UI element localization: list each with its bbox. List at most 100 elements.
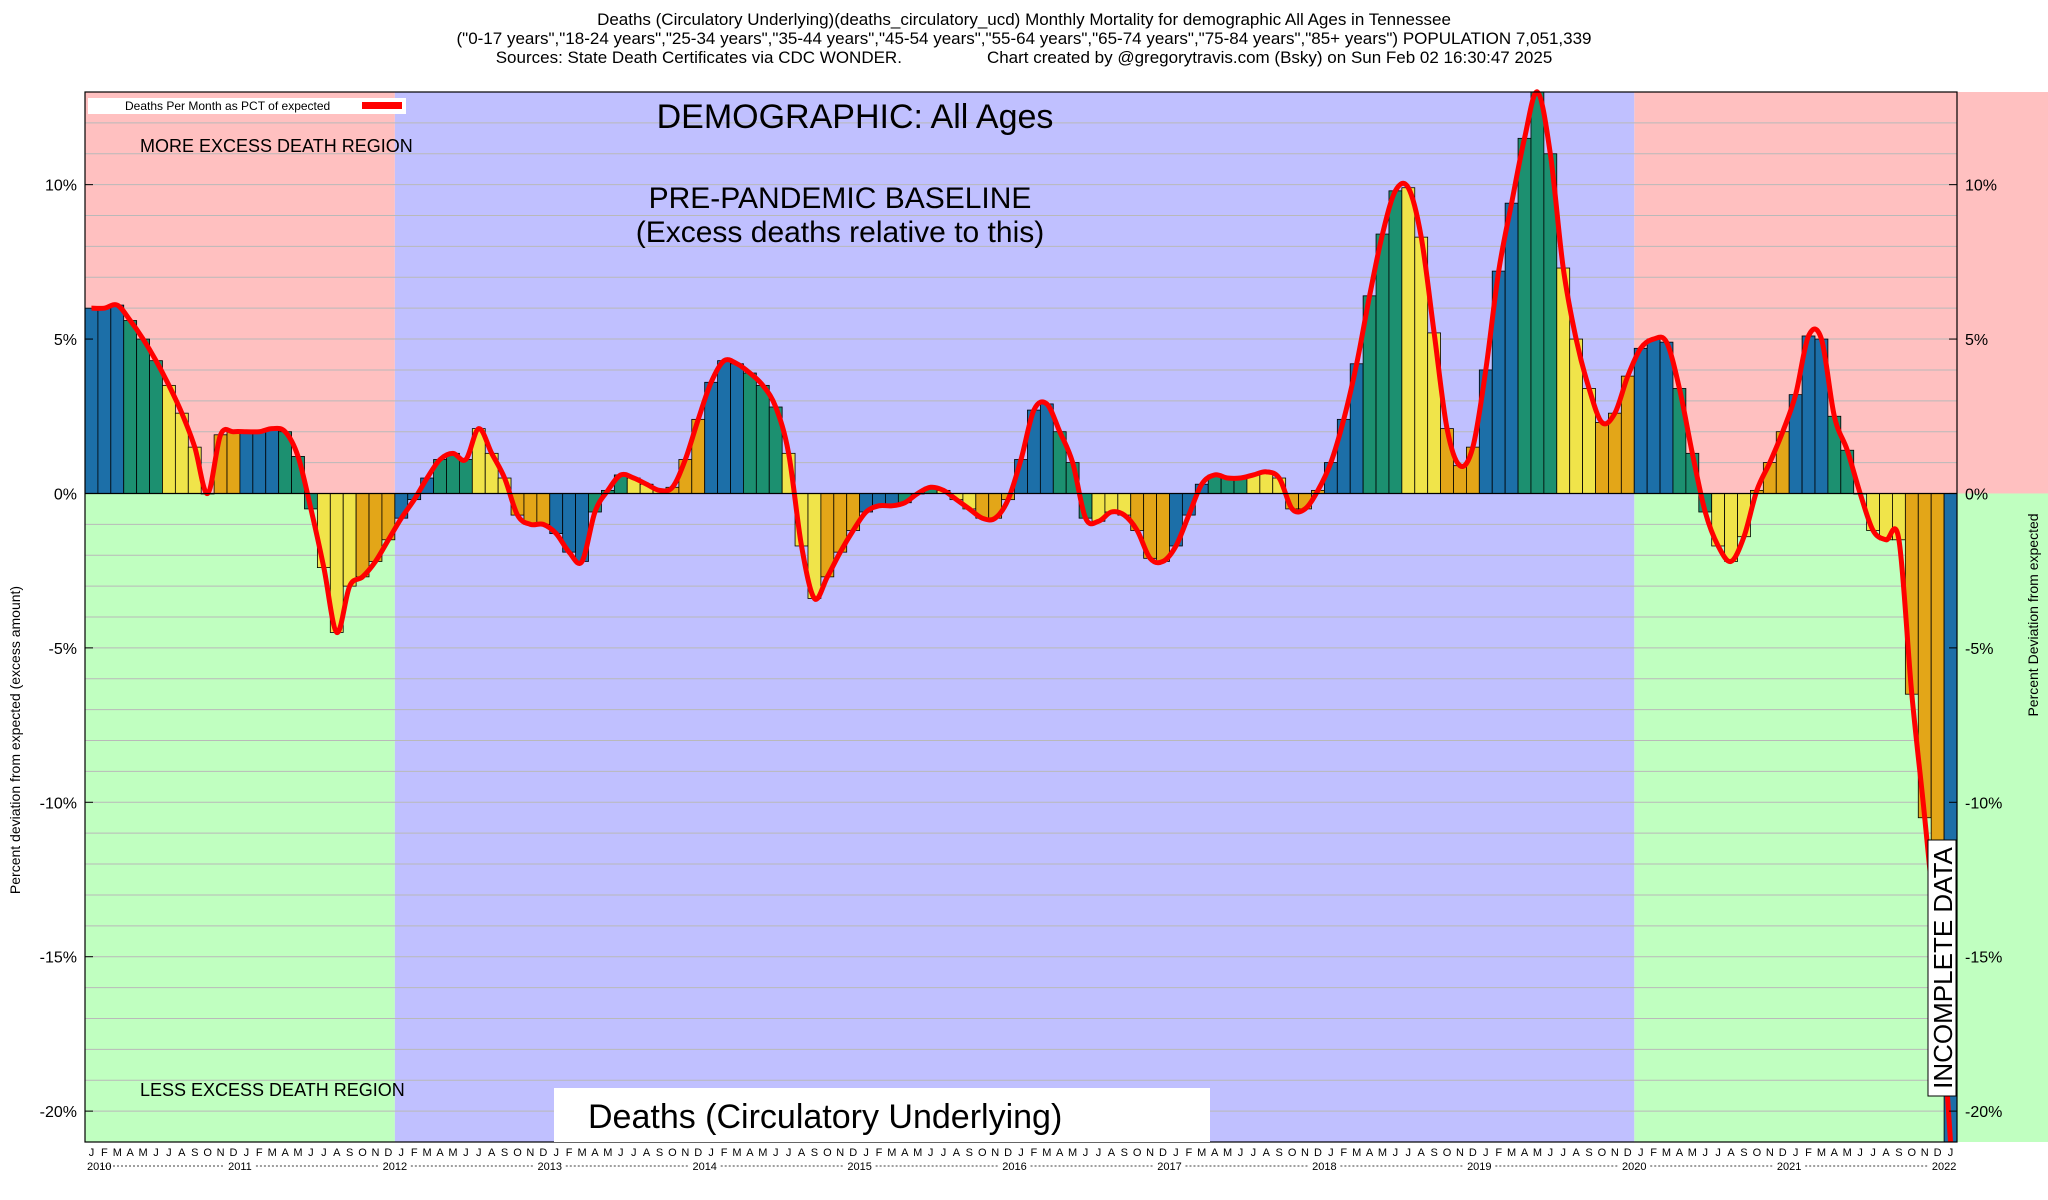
month-label: N	[1456, 1147, 1464, 1159]
month-label: J	[928, 1147, 934, 1159]
bar	[1633, 347, 1648, 494]
month-label: M	[448, 1147, 457, 1159]
month-label: J	[786, 1147, 792, 1159]
month-label: O	[1288, 1147, 1297, 1159]
bar	[743, 372, 757, 494]
year-label: 2020	[1622, 1161, 1646, 1173]
year-label: 2012	[383, 1161, 407, 1173]
y-tick-label-left: -15%	[40, 950, 77, 967]
month-label: D	[384, 1147, 392, 1159]
y-tick-label-right: -20%	[1965, 1104, 2002, 1121]
bar	[97, 307, 112, 494]
y-axis-label-right: Percent Deviation from expected	[2025, 513, 2041, 716]
month-label: D	[1469, 1147, 1477, 1159]
y-tick-label-right: 0%	[1965, 486, 1988, 503]
annotations: Deaths Per Month as PCT of expected DEMO…	[7, 98, 2041, 1142]
y-tick-label-left: 0%	[54, 486, 77, 503]
month-label: J	[1238, 1147, 1244, 1159]
month-label: J	[1702, 1147, 1708, 1159]
month-label: D	[1934, 1147, 1942, 1159]
chart-header: Deaths (Circulatory Underlying)(deaths_c…	[0, 10, 2048, 67]
bar	[1659, 341, 1674, 494]
month-label: J	[1251, 1147, 1257, 1159]
month-label: O	[358, 1147, 367, 1159]
month-label: A	[436, 1147, 444, 1159]
month-label: M	[913, 1147, 922, 1159]
month-label: N	[1611, 1147, 1619, 1159]
bar	[1504, 202, 1519, 494]
y-tick-label-right: -10%	[1965, 795, 2002, 812]
incomplete-data-label: INCOMPLETE DATA	[1928, 846, 1958, 1088]
month-label: F	[566, 1147, 573, 1159]
baseline-subtitle: (Excess deaths relative to this)	[636, 216, 1045, 249]
series-line-layer	[91, 89, 1954, 1143]
year-label: 2017	[1157, 1161, 1181, 1173]
less-excess-label: LESS EXCESS DEATH REGION	[140, 1080, 405, 1100]
month-label: N	[1301, 1147, 1309, 1159]
month-label: O	[1598, 1147, 1607, 1159]
month-label: J	[1870, 1147, 1876, 1159]
bar	[1375, 233, 1390, 494]
chart-title-line-2: ("0-17 years","18-24 years","25-34 years…	[456, 29, 1592, 48]
month-label: O	[1133, 1147, 1142, 1159]
year-label: 2022	[1932, 1161, 1956, 1173]
bar	[123, 320, 138, 494]
month-label: M	[732, 1147, 741, 1159]
month-label: A	[1263, 1147, 1271, 1159]
month-label: A	[1882, 1147, 1890, 1159]
month-label: J	[1638, 1147, 1644, 1159]
bar	[162, 384, 176, 494]
month-label: F	[1495, 1147, 1502, 1159]
month-label: N	[991, 1147, 999, 1159]
month-label: S	[1121, 1147, 1128, 1159]
year-label: 2021	[1777, 1161, 1801, 1173]
month-label: M	[1223, 1147, 1232, 1159]
y-tick-label-left: -20%	[40, 1104, 77, 1121]
y-tick-label-right: -15%	[1965, 950, 2002, 967]
month-label: A	[901, 1147, 909, 1159]
bar	[1646, 338, 1661, 494]
month-label: J	[153, 1147, 159, 1159]
month-label: J	[1483, 1147, 1489, 1159]
bar	[458, 459, 473, 494]
month-label: O	[823, 1147, 832, 1159]
month-label: J	[1406, 1147, 1412, 1159]
month-label: J	[631, 1147, 637, 1159]
month-label: O	[978, 1147, 987, 1159]
month-label: J	[553, 1147, 559, 1159]
month-label: M	[887, 1147, 896, 1159]
month-label: F	[721, 1147, 728, 1159]
year-label: 2014	[692, 1161, 716, 1173]
month-label: S	[1276, 1147, 1283, 1159]
bar	[730, 363, 744, 494]
month-label: D	[694, 1147, 702, 1159]
month-label: A	[591, 1147, 599, 1159]
month-label: J	[773, 1147, 779, 1159]
month-label: M	[1662, 1147, 1671, 1159]
legend-box	[88, 98, 406, 114]
month-label: D	[539, 1147, 547, 1159]
month-label: F	[1805, 1147, 1812, 1159]
month-label: O	[203, 1147, 212, 1159]
more-excess-label: MORE EXCESS DEATH REGION	[140, 136, 413, 156]
month-label: A	[1572, 1147, 1580, 1159]
month-label: J	[463, 1147, 469, 1159]
month-label: S	[656, 1147, 663, 1159]
month-label: J	[321, 1147, 327, 1159]
month-label: O	[668, 1147, 677, 1159]
month-label: F	[1650, 1147, 1657, 1159]
month-label: J	[166, 1147, 172, 1159]
year-label: 2015	[847, 1161, 871, 1173]
month-label: N	[1146, 1147, 1154, 1159]
month-label: D	[1779, 1147, 1787, 1159]
month-label: A	[333, 1147, 341, 1159]
month-label: N	[217, 1147, 225, 1159]
bar	[1388, 190, 1403, 494]
month-label: M	[1843, 1147, 1852, 1159]
bar	[717, 360, 731, 494]
month-label: J	[1328, 1147, 1334, 1159]
month-label: J	[1083, 1147, 1089, 1159]
month-label: J	[399, 1147, 405, 1159]
month-label: F	[1340, 1147, 1347, 1159]
